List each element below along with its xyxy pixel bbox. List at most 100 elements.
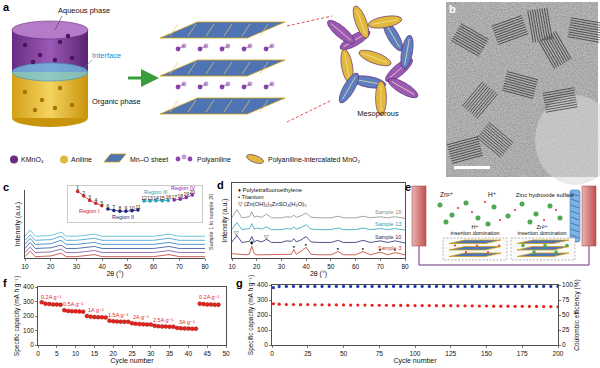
svg-text:Aqueous phase: Aqueous phase: [58, 6, 110, 15]
svg-text:Intensity (a.u.): Intensity (a.u.): [14, 202, 22, 246]
svg-text:2: 2: [82, 190, 85, 196]
svg-text:80: 80: [401, 263, 409, 270]
svg-text:45: 45: [204, 350, 212, 357]
svg-text:40: 40: [99, 263, 107, 270]
svg-text:0.5A g⁻¹: 0.5A g⁻¹: [63, 301, 84, 307]
svg-text:35: 35: [166, 350, 174, 357]
svg-text:• Titanium: • Titanium: [238, 194, 264, 200]
svg-text:15: 15: [91, 350, 99, 357]
svg-text:60: 60: [150, 263, 158, 270]
svg-text:♦: ♦: [249, 239, 254, 246]
svg-text:50: 50: [562, 311, 570, 318]
svg-text:175: 175: [517, 350, 528, 357]
svg-text:70: 70: [377, 263, 385, 270]
svg-text:2θ (°): 2θ (°): [106, 270, 123, 278]
svg-text:Sample 10: Sample 10: [375, 234, 401, 240]
svg-text:40: 40: [303, 263, 311, 270]
svg-text:0: 0: [270, 350, 274, 357]
svg-text:Cycle number: Cycle number: [393, 357, 437, 365]
svg-text:10: 10: [228, 263, 236, 270]
svg-text:75: 75: [376, 350, 384, 357]
svg-text:d: d: [217, 179, 224, 191]
svg-text:♦ Polytetrafluoroethylene: ♦ Polytetrafluoroethylene: [238, 187, 302, 193]
svg-text:40: 40: [185, 350, 193, 357]
svg-text:Sample 3: Sample 3: [378, 245, 401, 251]
svg-text:▽ (Zn(OH)₂)₃ZnSO₄(H₂O)₅: ▽ (Zn(OH)₂)₃ZnSO₄(H₂O)₅: [238, 201, 307, 207]
svg-text:100: 100: [410, 350, 421, 357]
svg-text:5: 5: [55, 350, 59, 357]
svg-text:20: 20: [190, 189, 196, 195]
svg-text:1A g⁻¹: 1A g⁻¹: [88, 307, 104, 313]
svg-text:Sample 13: Sample 13: [375, 221, 401, 227]
svg-text:8: 8: [119, 205, 122, 211]
svg-text:Zn²⁺: Zn²⁺: [440, 191, 453, 198]
svg-text:3A g⁻¹: 3A g⁻¹: [179, 319, 195, 325]
svg-text:Polyaniline: Polyaniline: [197, 156, 231, 164]
svg-text:100: 100: [562, 281, 573, 288]
svg-text:KMnO₄: KMnO₄: [21, 156, 44, 163]
svg-text:Zn²⁺insertion domination: Zn²⁺insertion domination: [517, 224, 566, 236]
svg-text:25: 25: [128, 350, 136, 357]
svg-text:Interface: Interface: [92, 51, 121, 60]
svg-text:Region I: Region I: [79, 208, 100, 214]
svg-text:25: 25: [304, 350, 312, 357]
svg-text:80: 80: [201, 263, 209, 270]
svg-text:30: 30: [147, 350, 155, 357]
svg-text:50: 50: [222, 350, 230, 357]
svg-text:2A g⁻¹: 2A g⁻¹: [133, 314, 149, 320]
svg-text:•: •: [292, 243, 296, 250]
svg-text:15: 15: [159, 195, 165, 201]
svg-text:1: 1: [76, 185, 79, 191]
svg-text:30: 30: [278, 263, 286, 270]
svg-text:20: 20: [253, 263, 261, 270]
svg-text:0.2A g⁻¹: 0.2A g⁻¹: [41, 294, 62, 300]
svg-text:•: •: [361, 245, 365, 252]
svg-text:5: 5: [100, 200, 103, 206]
svg-text:400: 400: [257, 281, 268, 288]
svg-text:b: b: [449, 3, 456, 15]
svg-text:25: 25: [562, 326, 570, 333]
svg-text:125: 125: [445, 350, 456, 357]
svg-text:11: 11: [135, 204, 140, 210]
svg-text:0: 0: [264, 341, 268, 348]
svg-text:▽: ▽: [264, 233, 269, 240]
svg-text:0: 0: [562, 341, 566, 348]
svg-text:0: 0: [30, 341, 34, 348]
svg-text:4: 4: [94, 197, 97, 203]
svg-text:14: 14: [153, 195, 159, 201]
svg-text:Region IV: Region IV: [171, 185, 195, 191]
svg-text:0: 0: [36, 350, 40, 357]
svg-text:12: 12: [141, 195, 147, 201]
svg-text:10: 10: [72, 350, 80, 357]
svg-text:Cycle number: Cycle number: [110, 357, 154, 365]
svg-text:Mn–O sheet: Mn–O sheet: [130, 156, 168, 163]
svg-text:Sample 19: Sample 19: [375, 209, 401, 215]
svg-text:2.5A g⁻¹: 2.5A g⁻¹: [153, 317, 174, 323]
svg-text:200: 200: [257, 311, 268, 318]
svg-text:Specific capacity (mA h g⁻¹): Specific capacity (mA h g⁻¹): [13, 276, 21, 356]
svg-text:•: •: [336, 245, 340, 252]
svg-text:13: 13: [147, 195, 153, 201]
svg-text:200: 200: [553, 350, 564, 357]
svg-text:0.2A g⁻¹: 0.2A g⁻¹: [199, 294, 220, 300]
svg-text:6: 6: [106, 203, 109, 209]
svg-text:H⁺insertion domination: H⁺insertion domination: [450, 224, 499, 236]
svg-text:16: 16: [165, 194, 171, 200]
svg-text:150: 150: [481, 350, 492, 357]
svg-text:300: 300: [23, 298, 34, 305]
svg-text:•: •: [378, 246, 382, 253]
svg-text:20: 20: [47, 263, 55, 270]
svg-text:100: 100: [23, 327, 34, 334]
svg-text:Mesoporous: Mesoporous: [357, 109, 399, 118]
svg-text:a: a: [3, 1, 10, 13]
svg-text:Sample 1 to sample 20: Sample 1 to sample 20: [208, 194, 214, 250]
svg-text:1.5A g⁻¹: 1.5A g⁻¹: [108, 312, 129, 318]
svg-text:Region II: Region II: [112, 214, 134, 220]
svg-text:•: •: [393, 246, 397, 253]
svg-text:Specific capacity (mA h g⁻¹): Specific capacity (mA h g⁻¹): [247, 275, 255, 355]
svg-text:300: 300: [257, 296, 268, 303]
svg-text:30: 30: [73, 263, 81, 270]
svg-text:▽: ▽: [234, 229, 239, 236]
svg-text:75: 75: [562, 296, 570, 303]
svg-text:100: 100: [257, 326, 268, 333]
